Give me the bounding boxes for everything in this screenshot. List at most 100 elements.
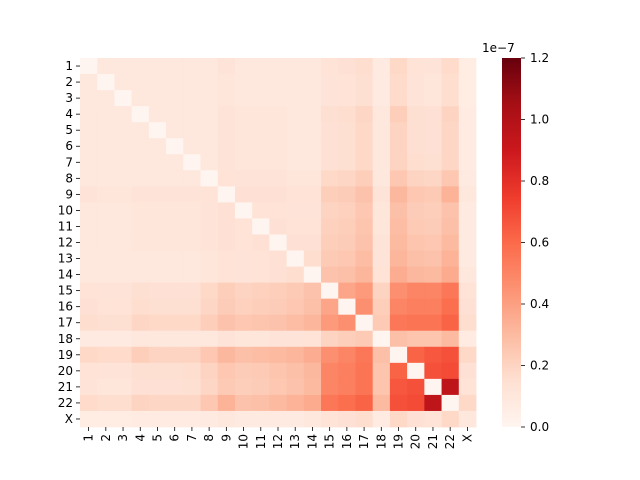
heatmap-cell xyxy=(441,282,460,300)
x-tick-labels: 1 2 3 4 5 6 7 8 9 10 11 12 13 14 15 16 17 18 19 20 21 22 X xyxy=(82,427,474,449)
heatmap-cell xyxy=(407,58,425,75)
heatmap-cell xyxy=(321,58,339,75)
heatmap-cell xyxy=(217,394,236,412)
heatmap-cell xyxy=(234,106,253,123)
heatmap-cell xyxy=(80,170,98,187)
y-tick-label: 4 xyxy=(65,107,73,121)
heatmap-cell xyxy=(217,122,236,139)
heatmap-cell xyxy=(286,202,305,219)
heatmap-cell xyxy=(80,362,98,380)
heatmap-cell xyxy=(148,138,167,155)
heatmap-cell xyxy=(338,106,356,123)
heatmap-cell xyxy=(131,234,150,251)
heatmap-cell xyxy=(269,74,288,91)
heatmap-cell xyxy=(80,234,98,251)
heatmap-cell xyxy=(200,58,219,75)
heatmap-cell xyxy=(80,90,98,107)
heatmap-cell xyxy=(166,266,184,284)
heatmap-cell xyxy=(148,250,167,267)
x-tick-label: 6 xyxy=(168,434,182,442)
heatmap-cell xyxy=(183,250,201,267)
heatmap-cell xyxy=(389,266,408,284)
heatmap-cell xyxy=(148,410,167,428)
heatmap-cell xyxy=(389,298,408,316)
heatmap-cell xyxy=(389,138,408,155)
heatmap-cell xyxy=(338,234,356,251)
heatmap-cell xyxy=(131,298,150,316)
heatmap-cell xyxy=(355,234,374,251)
heatmap-cell xyxy=(166,186,184,203)
heatmap-cell xyxy=(441,202,460,219)
heatmap-cell xyxy=(183,106,201,123)
heatmap-cell xyxy=(148,378,167,396)
heatmap-cell xyxy=(217,266,236,284)
heatmap-cell xyxy=(200,170,219,187)
x-tick-label: 18 xyxy=(374,434,388,449)
heatmap-cell xyxy=(389,122,408,139)
heatmap-cell xyxy=(166,170,184,187)
heatmap-cell xyxy=(321,90,339,107)
heatmap-cell xyxy=(217,90,236,107)
heatmap-cell xyxy=(424,218,442,235)
heatmap-cell xyxy=(166,378,184,396)
heatmap-cell xyxy=(441,154,460,171)
heatmap-cell xyxy=(97,282,115,300)
y-tick-label: 6 xyxy=(65,139,73,153)
heatmap-cell xyxy=(166,218,184,235)
x-tick-label: 1 xyxy=(82,434,96,442)
heatmap-cell xyxy=(286,330,305,348)
heatmap-cell xyxy=(217,234,236,251)
heatmap-cell xyxy=(234,186,253,203)
heatmap-cell xyxy=(131,330,150,348)
heatmap-cell xyxy=(166,58,184,75)
heatmap-cell xyxy=(80,106,98,123)
heatmap-cell xyxy=(372,314,391,332)
heatmap-cell xyxy=(252,282,270,300)
heatmap-cell xyxy=(252,234,270,251)
heatmap-cell xyxy=(407,410,425,428)
heatmap-cell xyxy=(80,138,98,155)
heatmap-cell xyxy=(424,266,442,284)
heatmap-cell xyxy=(321,234,339,251)
heatmap-cell xyxy=(217,282,236,300)
heatmap-cell xyxy=(200,362,219,380)
heatmap-cell xyxy=(424,282,442,300)
heatmap-cell xyxy=(183,58,201,75)
heatmap-cell xyxy=(441,410,460,428)
y-tick-label: 8 xyxy=(65,171,73,185)
y-tick-label: 10 xyxy=(58,203,73,217)
heatmap-cell xyxy=(338,410,356,428)
heatmap-cell xyxy=(97,154,115,171)
heatmap-cell xyxy=(148,298,167,316)
heatmap-cell xyxy=(131,314,150,332)
x-tick-label: 13 xyxy=(288,434,302,449)
heatmap-cell xyxy=(424,330,442,348)
heatmap-cell xyxy=(372,250,391,267)
x-tick-label: 12 xyxy=(271,434,285,449)
heatmap-cell xyxy=(183,90,201,107)
heatmap-cell xyxy=(338,122,356,139)
heatmap-cell xyxy=(114,250,133,267)
heatmap-cell xyxy=(252,314,270,332)
heatmap-cell xyxy=(166,298,184,316)
heatmap-cell xyxy=(234,74,253,91)
heatmap-cell xyxy=(355,218,374,235)
heatmap-cell xyxy=(200,106,219,123)
heatmap-cell xyxy=(303,202,322,219)
heatmap-cell xyxy=(286,74,305,91)
heatmap-cell xyxy=(458,298,477,316)
heatmap-cell xyxy=(234,218,253,235)
heatmap-cell xyxy=(200,298,219,316)
heatmap-cell xyxy=(372,170,391,187)
heatmap-cell xyxy=(424,106,442,123)
heatmap-cell xyxy=(321,106,339,123)
heatmap-cell xyxy=(234,410,253,428)
y-tick-label: 14 xyxy=(58,268,73,282)
heatmap-cell xyxy=(217,186,236,203)
heatmap-cell xyxy=(97,346,115,364)
heatmap-cell xyxy=(234,282,253,300)
heatmap-cell xyxy=(303,410,322,428)
heatmap-cell xyxy=(355,186,374,203)
heatmap-cell xyxy=(303,154,322,171)
